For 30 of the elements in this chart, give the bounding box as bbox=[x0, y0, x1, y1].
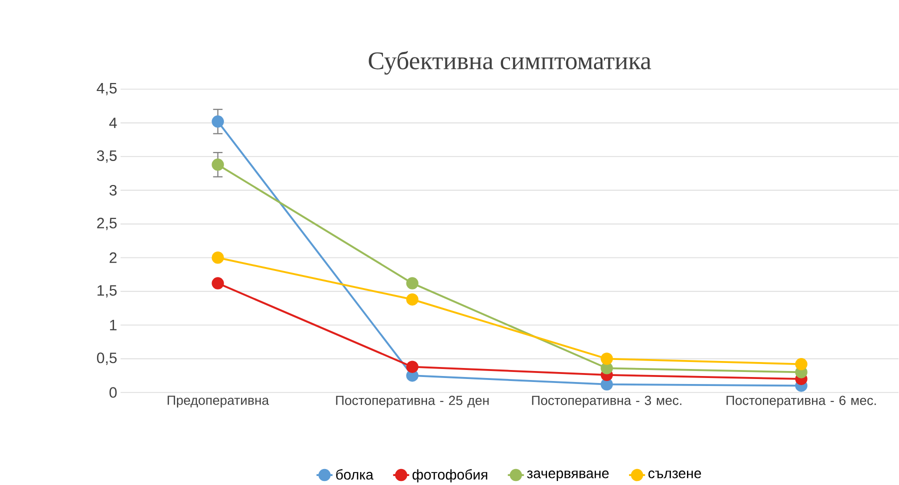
y-tick-label: 2 bbox=[110, 252, 117, 264]
point bbox=[600, 362, 613, 374]
point bbox=[600, 352, 613, 366]
x-tick-label: Предоперативна bbox=[168, 396, 270, 408]
point bbox=[600, 378, 613, 391]
y-tick-label: 3 bbox=[109, 185, 117, 196]
point bbox=[406, 277, 418, 290]
legend-label: зачервяване bbox=[527, 470, 609, 482]
point bbox=[795, 358, 808, 370]
point bbox=[406, 294, 418, 306]
point bbox=[212, 252, 224, 264]
y-tick-label: 0,5 bbox=[96, 352, 117, 366]
y-tick-label: 1,5 bbox=[98, 285, 117, 298]
point bbox=[212, 158, 224, 171]
legend-label: сълзене bbox=[648, 470, 701, 478]
y-tick-label: 4 bbox=[109, 118, 117, 128]
x-tick-label: Постоперативна - 6 мес. bbox=[726, 396, 876, 408]
y-tick-label: 3,5 bbox=[96, 150, 117, 163]
x-tick-label: Постоперативна - 3 мес. bbox=[532, 396, 682, 408]
point bbox=[212, 116, 224, 128]
point bbox=[406, 360, 418, 374]
x-tick-label: Постоперативна - 25 ден bbox=[336, 396, 489, 408]
y-tick-label: 1 bbox=[110, 320, 117, 330]
y-tick-label: 2,5 bbox=[97, 218, 117, 230]
chart-title: Субективна симптоматика bbox=[368, 51, 652, 75]
point bbox=[212, 277, 224, 290]
y-tick-label: 0 bbox=[110, 387, 117, 398]
y-tick-label: 4,5 bbox=[96, 83, 117, 96]
legend-label: фотофобия bbox=[412, 469, 488, 483]
legend-label: болка bbox=[336, 469, 374, 480]
